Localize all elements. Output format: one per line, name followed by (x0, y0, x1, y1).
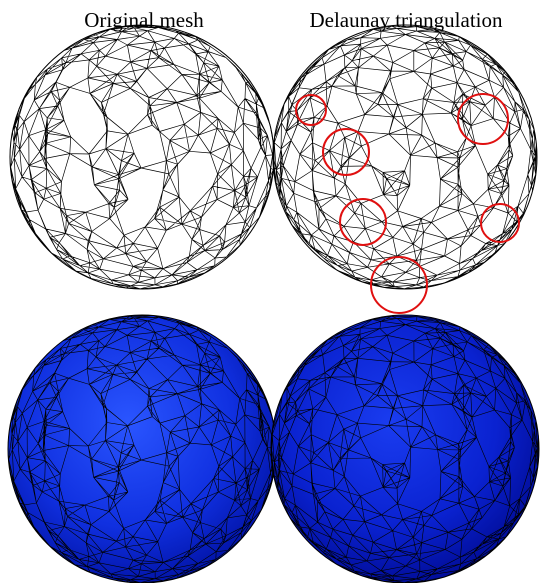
figure: Original mesh Delaunay triangulation (0, 0, 544, 583)
highlight-circle (371, 257, 427, 313)
mesh-edges (273, 26, 536, 289)
sphere-outline (10, 25, 274, 289)
mesh-panels (0, 0, 544, 583)
highlight-circle (296, 95, 326, 125)
highlight-circle (340, 199, 386, 245)
sphere-surface (8, 315, 276, 583)
mesh-edges (11, 25, 274, 288)
